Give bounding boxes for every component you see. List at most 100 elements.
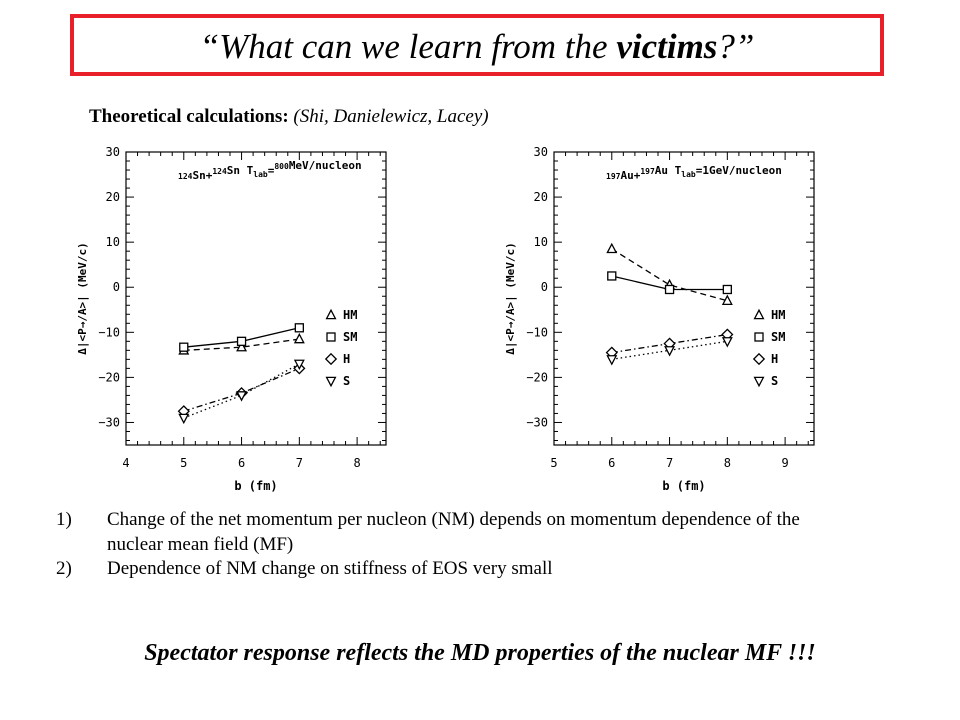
y-tick-label: −10: [526, 325, 548, 339]
legend: HM SM HS: [752, 308, 785, 388]
legend-marker: [752, 352, 766, 366]
chart-title-part: Sn T: [227, 164, 254, 177]
legend-marker: [324, 352, 338, 366]
data-point: [236, 391, 248, 402]
subtitle-label: Theoretical calculations:: [89, 106, 289, 127]
subtitle: Theoretical calculations: (Shi, Danielew…: [89, 106, 489, 128]
y-tick-label: −10: [98, 325, 120, 339]
y-tick-label: 30: [534, 145, 548, 159]
conclusion-text: Change of the net momentum per nucleon (…: [107, 509, 800, 555]
chart-title-superscript: 124: [212, 167, 227, 176]
chart-title-part: Sn+: [192, 169, 212, 182]
series-s: [606, 337, 733, 366]
plot-frame: [125, 151, 387, 446]
conclusions-list: 1) Change of the net momentum per nucleo…: [56, 508, 807, 582]
slide-title-suffix: ?”: [717, 27, 755, 66]
y-tick-label: 10: [534, 235, 548, 249]
x-axis-label: b (fm): [662, 479, 705, 493]
legend-marker: [753, 376, 765, 388]
chart-au-au: 5 6 7 8 9 30 20 10 0 −10 −20 −30 b (fm) Δ|<P→/A>| (Me…: [504, 145, 815, 493]
legend-marker: [325, 376, 337, 388]
data-point: [721, 337, 733, 348]
data-point: [664, 284, 675, 295]
data-point: [722, 284, 732, 295]
y-tick-label: −20: [526, 370, 548, 384]
data-point: [721, 294, 733, 306]
data-point: [178, 413, 190, 425]
y-tick-label: 0: [541, 280, 548, 294]
x-tick-label: 4: [122, 456, 129, 470]
legend-label: HM: [343, 308, 357, 322]
data-point: [606, 355, 618, 366]
plot-frame: [553, 151, 815, 446]
legend-marker: [326, 332, 336, 342]
series-hm: [606, 242, 733, 306]
title-box: “What can we learn from the victims?”: [70, 14, 884, 76]
data-point: [293, 359, 305, 371]
legend-marker: [753, 308, 765, 320]
legend-marker: [325, 308, 337, 320]
series-s: [178, 359, 305, 425]
chart-title-part: MeV/nucleon: [289, 159, 362, 172]
x-tick-label: 7: [296, 456, 303, 470]
series-line: [611, 340, 728, 360]
legend-label: H: [343, 352, 350, 366]
x-tick-label: 5: [180, 456, 187, 470]
series-sm: [607, 271, 732, 295]
data-point: [294, 323, 304, 333]
conclusion-item-1: 1) Change of the net momentum per nucleo…: [56, 508, 807, 557]
chart-title: 124Sn+124Sn Tlab=800MeV/nucleon: [178, 159, 362, 182]
chart-title-subscript: lab: [681, 170, 696, 179]
chart-title-superscript: 124: [178, 172, 193, 181]
conclusion-text: Dependence of NM change on stiffness of …: [107, 558, 553, 579]
subtitle-authors: (Shi, Danielewicz, Lacey): [288, 106, 489, 127]
data-point: [607, 271, 617, 281]
y-tick-label: 10: [106, 235, 120, 249]
x-tick-label: 8: [353, 456, 360, 470]
legend-marker: [754, 332, 764, 342]
x-axis-label: b (fm): [234, 479, 277, 493]
y-tick-label: −30: [98, 415, 120, 429]
chart-title-part: =1GeV/nucleon: [696, 164, 782, 177]
x-tick-label: 6: [608, 456, 615, 470]
x-tick-label: 6: [238, 456, 245, 470]
slide-title: “What can we learn from the victims?”: [74, 27, 880, 67]
y-axis-label: Δ|<P→/A>| (MeV/c): [76, 242, 89, 355]
x-tick-label: 9: [781, 456, 788, 470]
chart-title-superscript: 197: [606, 172, 621, 181]
chart-title-part: =: [268, 164, 275, 177]
chart-title-subscript: lab: [253, 170, 268, 179]
y-tick-label: 0: [113, 280, 120, 294]
legend: HM SM HS: [324, 308, 357, 388]
series-line: [611, 248, 728, 302]
chart-title-superscript: 197: [640, 167, 655, 176]
y-tick-label: −30: [526, 415, 548, 429]
y-tick-label: 30: [106, 145, 120, 159]
x-tick-label: 5: [550, 456, 557, 470]
legend-label: SM: [771, 330, 785, 344]
y-axis-label: Δ|<P→/A>| (MeV/c): [504, 242, 517, 355]
data-point: [236, 336, 247, 346]
slide-title-emphasis: victims: [616, 27, 718, 66]
data-point: [236, 340, 248, 352]
chart-title-part: Au+: [620, 169, 640, 182]
data-point: [606, 242, 618, 254]
legend-label: S: [771, 374, 778, 388]
chart-group: 4 5 6 7 8 30 20 10 0 −10 −20 −30 b (fm) Δ|<P→/A>| (Me…: [76, 145, 387, 493]
x-tick-label: 8: [724, 456, 731, 470]
y-tick-label: 20: [106, 190, 120, 204]
chart-sn-sn: 4 5 6 7 8 30 20 10 0 −10 −20 −30 b (fm) Δ|<P→/A>| (Me…: [76, 145, 387, 493]
legend-label: SM: [343, 330, 357, 344]
y-tick-label: −20: [98, 370, 120, 384]
chart-group: 5 6 7 8 9 30 20 10 0 −10 −20 −30 b (fm) Δ|<P→/A>| (Me…: [504, 145, 815, 493]
chart-title-part: Au T: [655, 164, 682, 177]
y-tick-label: 20: [534, 190, 548, 204]
data-point: [664, 346, 676, 357]
series-h: [177, 362, 306, 418]
data-point: [179, 342, 189, 352]
conclusion-number: 2): [56, 558, 72, 579]
conclusion-item-2: 2) Dependence of NM change on stiffness …: [56, 557, 807, 582]
slide-title-prefix: “What can we learn from the: [199, 27, 617, 66]
summary-statement: Spectator response reflects the MD prope…: [144, 640, 816, 666]
legend-label: S: [343, 374, 350, 388]
